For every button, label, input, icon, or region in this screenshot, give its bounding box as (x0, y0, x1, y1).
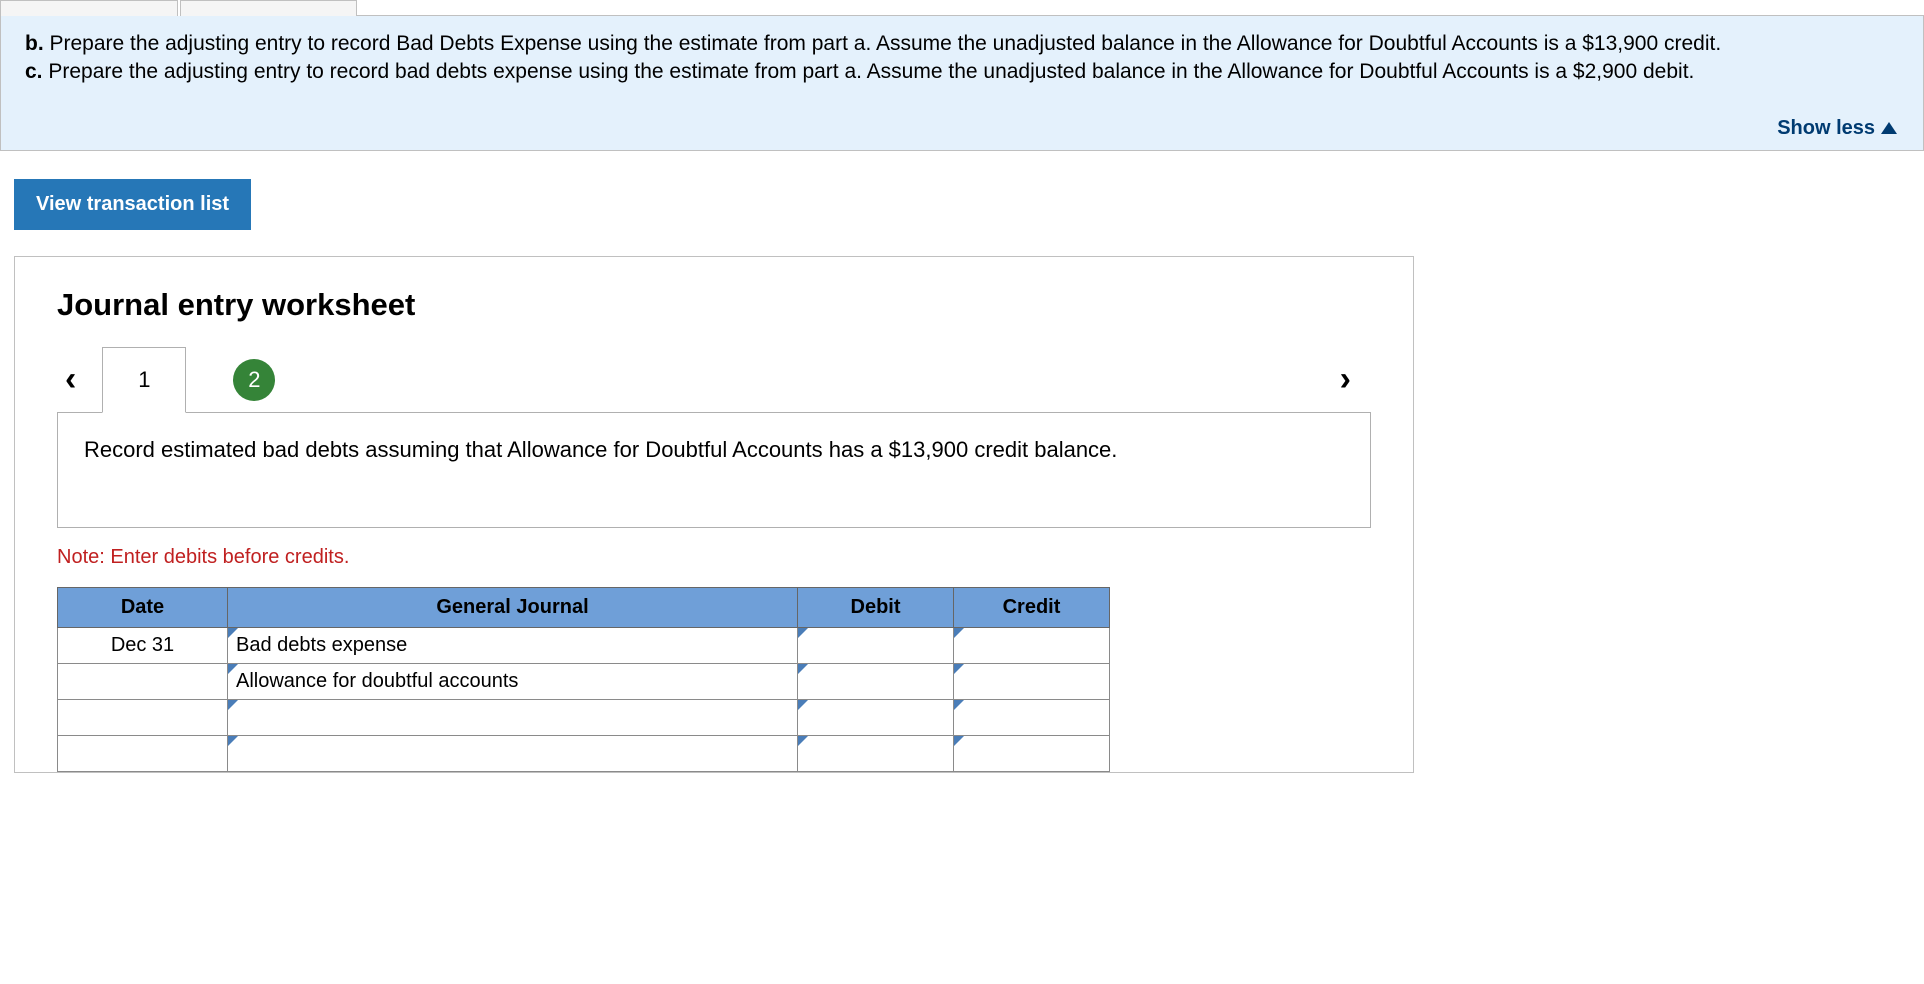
cell-credit-2[interactable] (954, 700, 1110, 736)
entry-description: Record estimated bad debts assuming that… (57, 412, 1371, 529)
header-general-journal: General Journal (228, 588, 798, 628)
journal-table: Date General Journal Debit Credit Dec 31… (57, 587, 1110, 772)
cell-gj-0[interactable]: Bad debts expense (228, 628, 798, 664)
header-credit: Credit (954, 588, 1110, 628)
table-row: Dec 31 Bad debts expense (58, 628, 1110, 664)
instruction-panel: b. Prepare the adjusting entry to record… (0, 16, 1924, 151)
top-tab-gap (357, 0, 1924, 16)
entry-tab-2-label: 2 (248, 367, 260, 393)
cell-credit-1[interactable] (954, 664, 1110, 700)
view-transaction-list-button[interactable]: View transaction list (14, 179, 251, 230)
top-tab-placeholder-2 (180, 0, 357, 16)
journal-worksheet-panel: Journal entry worksheet ‹ 1 2 › Record e… (14, 256, 1414, 774)
cell-gj-3[interactable] (228, 736, 798, 772)
entry-tab-2[interactable]: 2 (212, 347, 296, 413)
table-header-row: Date General Journal Debit Credit (58, 588, 1110, 628)
cell-date-1[interactable] (58, 664, 228, 700)
caret-up-icon (1881, 122, 1897, 134)
prev-entry-button[interactable]: ‹ (65, 360, 76, 399)
header-date: Date (58, 588, 228, 628)
cell-date-2[interactable] (58, 700, 228, 736)
cell-date-0[interactable]: Dec 31 (58, 628, 228, 664)
part-b-label: b. (25, 32, 44, 55)
cell-gj-2[interactable] (228, 700, 798, 736)
entry-tab-1-label: 1 (138, 367, 150, 393)
header-debit: Debit (798, 588, 954, 628)
table-row (58, 700, 1110, 736)
cell-date-3[interactable] (58, 736, 228, 772)
cell-credit-3[interactable] (954, 736, 1110, 772)
table-row (58, 736, 1110, 772)
top-tab-placeholder-1 (0, 0, 178, 16)
part-c-text: Prepare the adjusting entry to record ba… (43, 60, 1695, 83)
cell-debit-0[interactable] (798, 628, 954, 664)
show-less-label: Show less (1777, 117, 1875, 140)
entry-tab-2-badge: 2 (233, 359, 275, 401)
entry-tab-nav: ‹ 1 2 › (57, 347, 1371, 413)
top-tab-strip (0, 0, 1924, 16)
note-text: Note: Enter debits before credits. (57, 546, 1371, 569)
cell-debit-3[interactable] (798, 736, 954, 772)
show-less-toggle[interactable]: Show less (1777, 117, 1897, 140)
table-row: Allowance for doubtful accounts (58, 664, 1110, 700)
cell-debit-1[interactable] (798, 664, 954, 700)
entry-tab-1[interactable]: 1 (102, 347, 186, 413)
next-entry-button[interactable]: › (1340, 360, 1351, 399)
part-b-text: Prepare the adjusting entry to record Ba… (44, 32, 1722, 55)
instruction-text: b. Prepare the adjusting entry to record… (25, 30, 1905, 87)
worksheet-title: Journal entry worksheet (57, 287, 1371, 323)
part-c-label: c. (25, 60, 43, 83)
cell-credit-0[interactable] (954, 628, 1110, 664)
cell-gj-1[interactable]: Allowance for doubtful accounts (228, 664, 798, 700)
cell-debit-2[interactable] (798, 700, 954, 736)
